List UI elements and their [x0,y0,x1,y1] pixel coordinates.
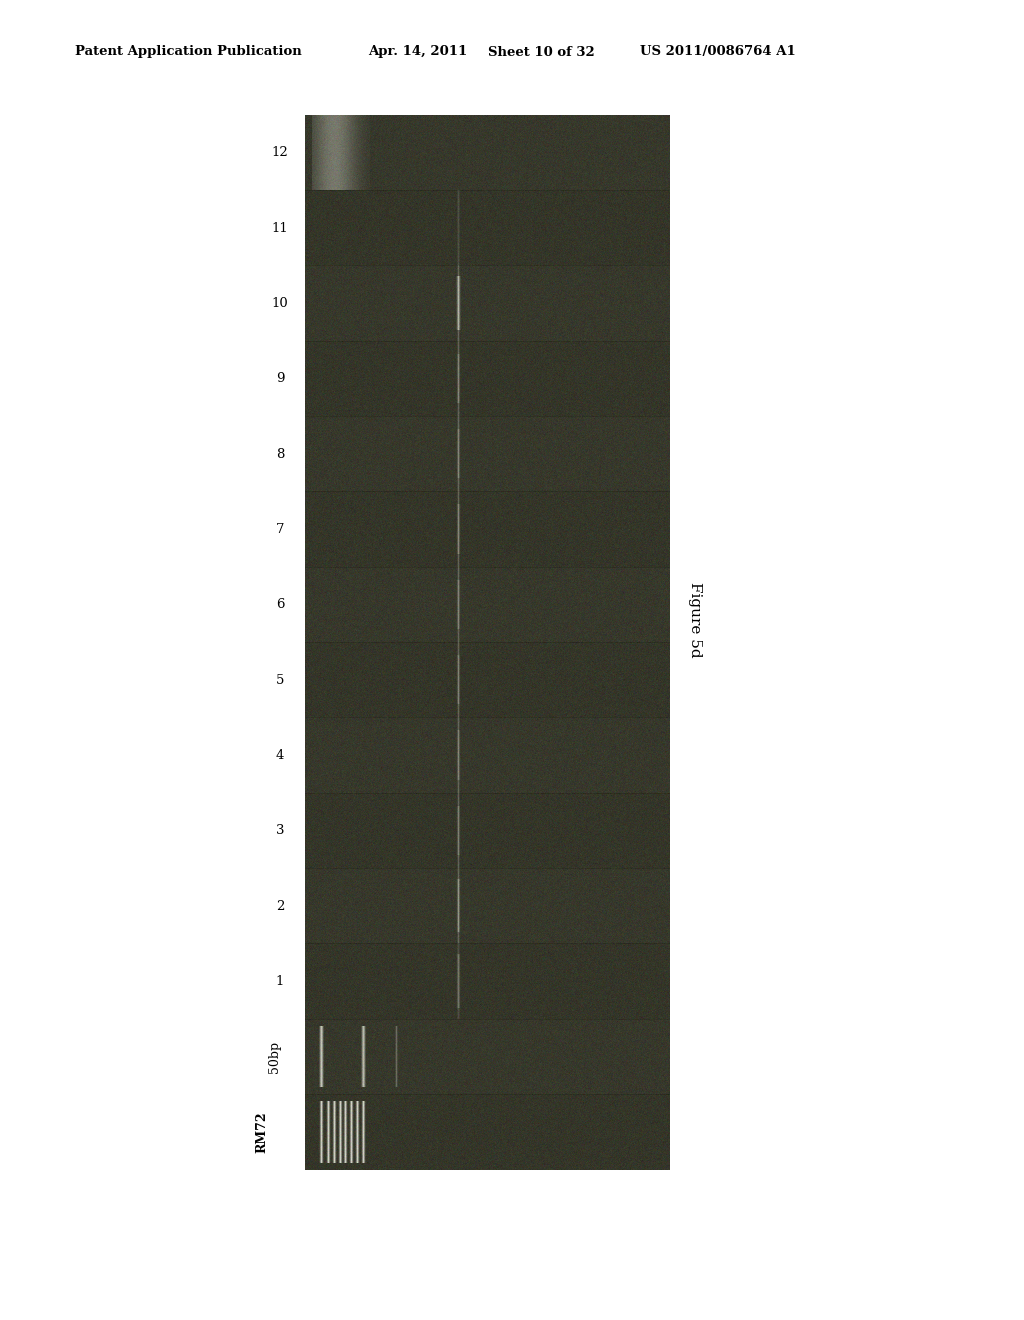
Text: 5: 5 [275,673,285,686]
Text: 6: 6 [275,598,285,611]
Text: 8: 8 [275,447,285,461]
Text: Patent Application Publication: Patent Application Publication [75,45,302,58]
Text: Sheet 10 of 32: Sheet 10 of 32 [488,45,595,58]
Text: US 2011/0086764 A1: US 2011/0086764 A1 [640,45,796,58]
Text: 12: 12 [271,147,289,160]
Text: 3: 3 [275,825,285,837]
Text: 9: 9 [275,372,285,385]
Text: 1: 1 [275,975,285,989]
Text: 10: 10 [271,297,289,310]
Text: 2: 2 [275,900,285,912]
Text: Apr. 14, 2011: Apr. 14, 2011 [368,45,467,58]
Text: RM72: RM72 [256,1111,268,1154]
Text: 4: 4 [275,748,285,762]
Text: 11: 11 [271,222,289,235]
Text: 7: 7 [275,523,285,536]
Text: Figure 5d: Figure 5d [688,582,702,657]
Text: 50bp: 50bp [268,1041,282,1073]
